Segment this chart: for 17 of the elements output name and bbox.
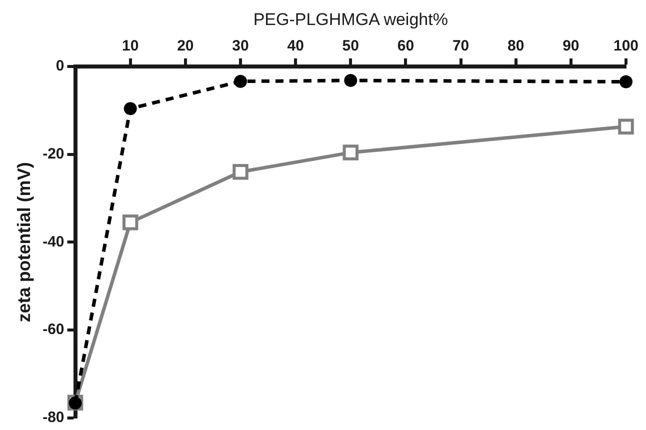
x-tick-label: 10 (122, 38, 139, 55)
x-tick-label: 30 (232, 38, 249, 55)
x-tick-label: 20 (177, 38, 194, 55)
x-tick-label: 100 (613, 38, 639, 55)
y-axis-title: zeta potential (mV) (14, 162, 34, 322)
x-tick-label: 50 (342, 38, 359, 55)
y-tick-label: 0 (56, 58, 64, 75)
y-tick-label: -80 (42, 409, 64, 426)
x-tick-label: 40 (287, 38, 304, 55)
x-tick-label: 80 (508, 38, 524, 55)
y-tick-label: -60 (42, 321, 64, 338)
x-axis-title: PEG-PLGHMGA weight% (253, 10, 448, 29)
x-tick-label: 60 (397, 38, 414, 55)
y-tick-label: -20 (42, 145, 64, 162)
x-tick-label: 70 (452, 38, 470, 55)
x-tick-label: 90 (562, 38, 580, 55)
y-tick-label: -40 (42, 233, 64, 250)
